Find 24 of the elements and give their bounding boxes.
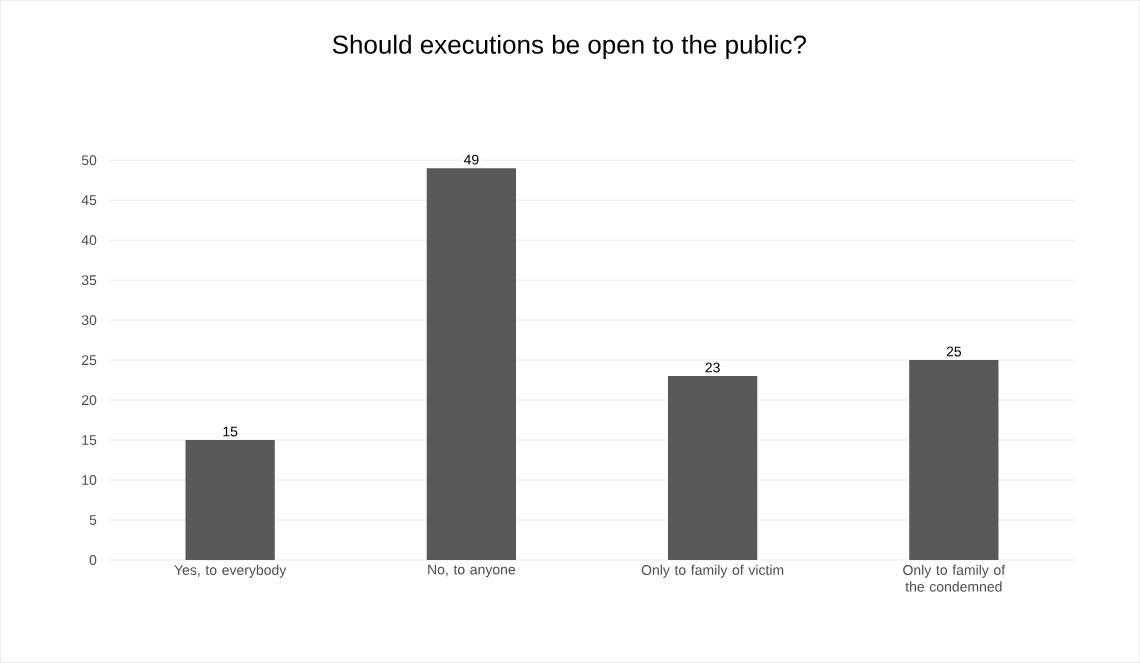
x-tick-label: No, to anyone [428, 564, 516, 578]
x-tick-label: Yes, to everybody [174, 564, 287, 578]
data-label: 23 [705, 362, 720, 373]
bar [667, 376, 758, 561]
bar [185, 440, 275, 561]
y-tick-label: 5 [89, 515, 97, 525]
chart-title: Should executions be open to the public? [332, 34, 806, 60]
data-label: 25 [946, 346, 962, 357]
bar [909, 360, 999, 561]
x-tick-label: Only to family of the condemned [903, 564, 1006, 592]
x-tick-label: Only to family of victim [641, 564, 784, 578]
y-tick-label: 15 [82, 435, 97, 445]
y-tick-label: 0 [89, 555, 97, 566]
y-tick-label: 40 [81, 235, 97, 246]
y-tick-label: 45 [81, 195, 97, 206]
data-label: 15 [223, 426, 238, 437]
y-tick-label: 20 [81, 395, 97, 406]
y-tick-label: 10 [82, 475, 97, 486]
bar [426, 168, 517, 561]
data-label: 49 [463, 154, 479, 165]
y-tick-label: 35 [81, 275, 97, 286]
y-tick-label: 50 [81, 155, 97, 166]
y-tick-label: 30 [81, 315, 97, 326]
y-tick-label: 25 [81, 355, 97, 366]
